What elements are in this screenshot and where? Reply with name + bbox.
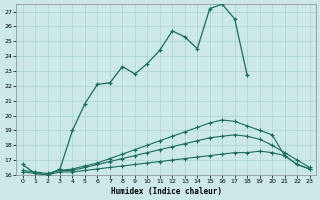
X-axis label: Humidex (Indice chaleur): Humidex (Indice chaleur) xyxy=(111,187,221,196)
